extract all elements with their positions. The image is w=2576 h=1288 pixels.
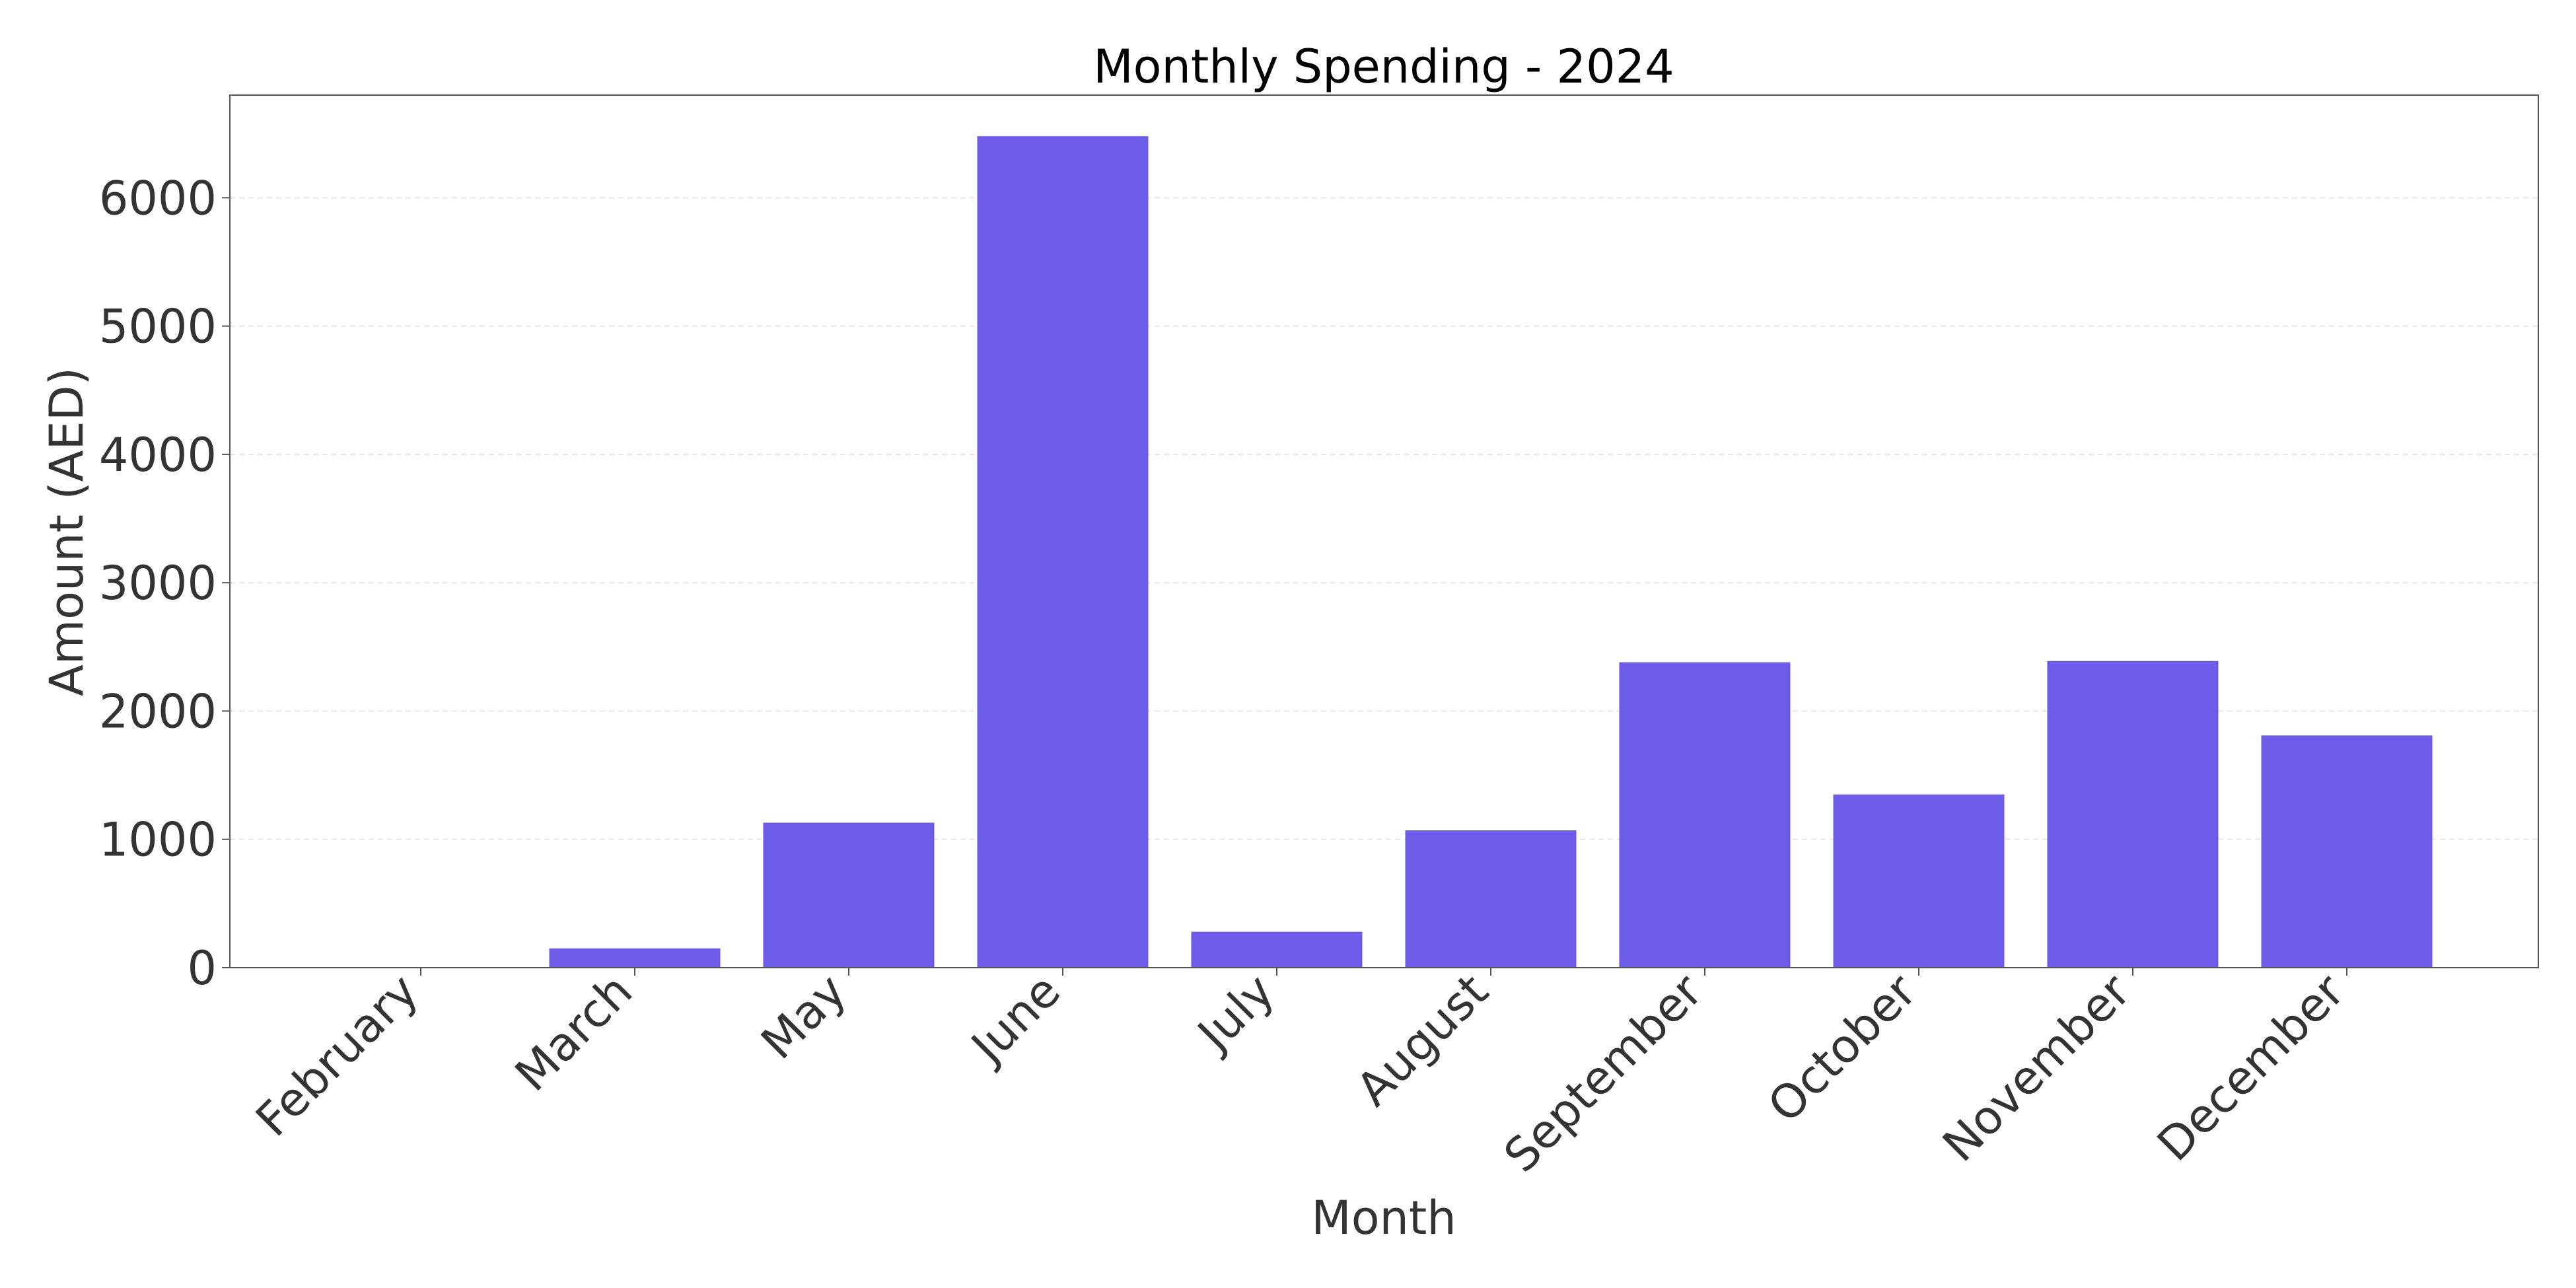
bar-october [1833, 794, 2005, 968]
x-tick-label: July [1186, 964, 1285, 1063]
bar-june [977, 136, 1149, 968]
bar-september [1619, 662, 1791, 968]
x-tick-label: November [1933, 964, 2141, 1172]
y-tick-label: 4000 [99, 428, 217, 482]
y-tick-label: 2000 [99, 684, 217, 738]
x-tick-label: October [1758, 964, 1927, 1133]
bar-july [1191, 931, 1363, 968]
x-axis-title: Month [1311, 1191, 1456, 1245]
x-tick-label: May [751, 964, 857, 1069]
bars [549, 136, 2433, 968]
x-tick-label: December [2147, 964, 2355, 1172]
y-tick-label: 3000 [99, 556, 217, 610]
y-tick-label: 5000 [99, 300, 217, 354]
x-tick-label: June [959, 964, 1071, 1075]
x-tick-label: March [505, 964, 643, 1102]
y-tick-label: 6000 [99, 171, 217, 225]
bar-august [1405, 830, 1577, 968]
chart-title: Monthly Spending - 2024 [1093, 40, 1674, 94]
bar-december [2261, 735, 2433, 968]
x-tick-label: September [1493, 964, 1713, 1183]
bar-march [549, 948, 721, 968]
x-tick-label: August [1346, 964, 1499, 1116]
x-tick-label: February [246, 964, 429, 1147]
y-axis-ticks: 0 1000 2000 3000 4000 5000 6000 [99, 171, 230, 995]
y-tick-label: 0 [187, 941, 217, 995]
bar-november [2047, 661, 2219, 968]
plot-area-frame [229, 94, 2539, 968]
bar-may [763, 822, 935, 968]
y-tick-label: 1000 [99, 813, 217, 867]
y-axis-title: Amount (AED) [40, 367, 94, 696]
